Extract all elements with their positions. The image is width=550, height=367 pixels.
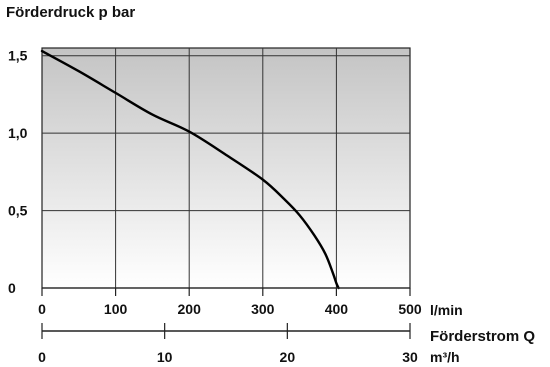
pressure-curve: [40, 49, 340, 290]
x-axis-primary-unit: l/min: [430, 302, 463, 318]
x-secondary-tick-label: 0: [38, 349, 46, 365]
x-secondary-tick-label: 10: [157, 349, 173, 365]
curve-line-0: [40, 49, 340, 290]
x-primary-tick-label: 400: [325, 301, 349, 317]
y-axis-ticks: 0 0,5 1,0 1,5: [8, 48, 28, 296]
grid-lines: [42, 48, 410, 288]
x-secondary-tick-label: 20: [280, 349, 296, 365]
y-tick-label: 1,0: [8, 125, 28, 141]
y-tick-label: 0: [8, 280, 16, 296]
x-axis-secondary-unit: m³/h: [430, 349, 460, 365]
x-primary-tick-label: 100: [104, 301, 128, 317]
y-axis-title: Förderdruck p bar: [6, 4, 135, 21]
x-primary-tick-label: 300: [251, 301, 275, 317]
x-primary-tick-label: 500: [398, 301, 422, 317]
x-axis-secondary-ticks: 0 10 20 30: [38, 323, 418, 365]
x-axis-primary-ticks: 0 100 200 300 400 500: [38, 288, 422, 317]
x-primary-tick-label: 200: [178, 301, 202, 317]
x-secondary-tick-label: 30: [402, 349, 418, 365]
y-tick-label: 1,5: [8, 48, 28, 64]
plot-area: [41, 47, 411, 289]
x-axis-secondary-title: Förderstrom Q: [430, 328, 535, 345]
y-tick-label: 0,5: [8, 203, 28, 219]
x-primary-tick-label: 0: [38, 301, 46, 317]
